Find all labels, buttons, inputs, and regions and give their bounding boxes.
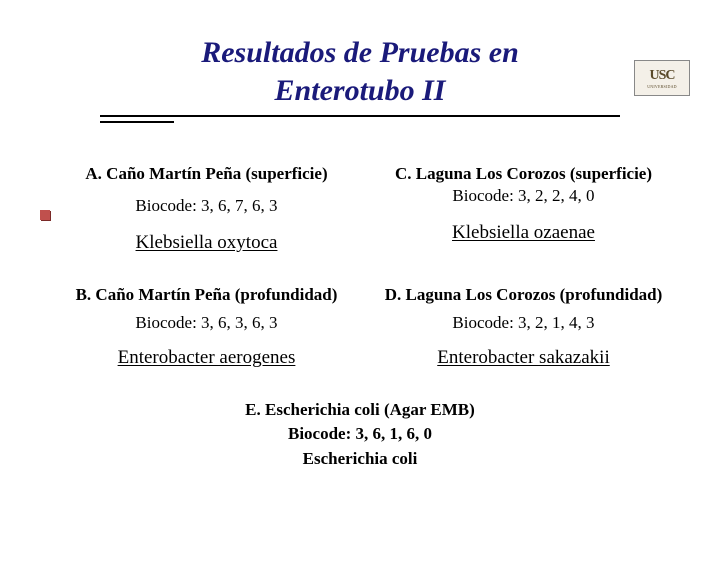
section-e-result: Escherichia coli	[0, 447, 720, 472]
usc-logo: USC UNIVERSIDAD	[634, 60, 690, 96]
results-grid: A. Caño Martín Peña (superficie) Biocode…	[62, 163, 668, 372]
section-a-heading: A. Caño Martín Peña (superficie)	[62, 163, 351, 186]
logo-subtext: UNIVERSIDAD	[647, 84, 677, 89]
section-d-heading: D. Laguna Los Corozos (profundidad)	[379, 284, 668, 307]
section-c: C. Laguna Los Corozos (superficie) Bioco…	[379, 163, 668, 256]
section-b-result: Enterobacter aerogenes	[62, 345, 351, 372]
title-line-1: Resultados de Pruebas en	[201, 36, 519, 69]
section-c-result: Klebsiella ozaenae	[379, 220, 668, 247]
slide-title: Resultados de Pruebas en Enterotubo II	[60, 34, 660, 109]
bullet-marker	[40, 210, 50, 220]
title-line-2: Enterotubo II	[275, 74, 446, 107]
section-b-biocode: Biocode: 3, 6, 3, 6, 3	[62, 311, 351, 335]
section-e-heading: E. Escherichia coli (Agar EMB)	[0, 398, 720, 423]
section-d-biocode: Biocode: 3, 2, 1, 4, 3	[379, 311, 668, 335]
section-b-heading: B. Caño Martín Peña (profundidad)	[62, 284, 351, 307]
section-a-biocode: Biocode: 3, 6, 7, 6, 3	[62, 194, 351, 218]
section-a: A. Caño Martín Peña (superficie) Biocode…	[62, 163, 351, 256]
section-d-result: Enterobacter sakazakii	[379, 345, 668, 372]
title-underline	[100, 115, 620, 125]
section-b: B. Caño Martín Peña (profundidad) Biocod…	[62, 284, 351, 371]
section-e: E. Escherichia coli (Agar EMB) Biocode: …	[0, 398, 720, 472]
slide-title-block: Resultados de Pruebas en Enterotubo II	[60, 34, 660, 125]
section-c-heading: C. Laguna Los Corozos (superficie)	[379, 163, 668, 186]
section-e-biocode: Biocode: 3, 6, 1, 6, 0	[0, 422, 720, 447]
logo-text: USC	[649, 68, 674, 84]
section-a-result: Klebsiella oxytoca	[62, 230, 351, 257]
section-d: D. Laguna Los Corozos (profundidad) Bioc…	[379, 284, 668, 371]
section-c-biocode: Biocode: 3, 2, 2, 4, 0	[379, 186, 668, 206]
